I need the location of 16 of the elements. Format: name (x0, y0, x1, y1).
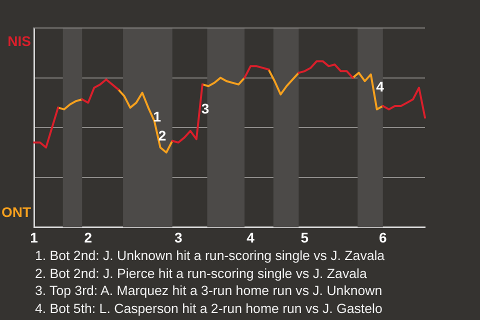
text: 3. Top 3rd: A. Marquez hit a 3-run home run vs J. Unknown (35, 282, 384, 300)
x-tick-label: 1 (30, 229, 38, 246)
text: 1. Bot 2nd: J. Unknown hit a run-scoring single vs J. Zavala (35, 247, 385, 264)
text: 2. Bot 2nd: J. Pierce hit a run-scoring single vs J. Zavala (35, 264, 368, 282)
annotation: 4 (376, 78, 384, 95)
x-tick-label: 2 (84, 229, 92, 246)
x-tick-label: 6 (378, 229, 387, 246)
text: NIS (8, 32, 31, 49)
x-tick-label: 3 (174, 229, 182, 246)
text: ONT (1, 204, 32, 220)
x-tick-label: 4 (246, 229, 255, 246)
annotation: 3 (201, 100, 210, 117)
x-tick-label: 5 (300, 229, 309, 246)
annotation: 2 (158, 127, 166, 144)
annotation: 1 (153, 108, 162, 124)
text: 4. Bot 5th: L. Casperson hit a 2-run home run vs J. Gastelo (35, 300, 384, 317)
